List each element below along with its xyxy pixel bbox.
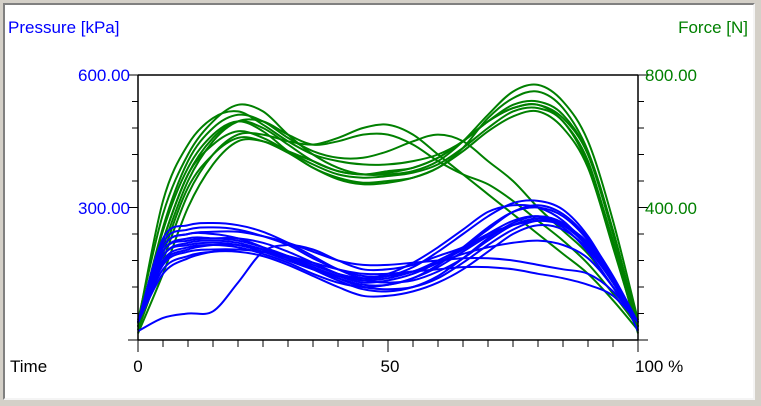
pressure-series-line: [137, 219, 639, 323]
pressure-series-line: [137, 199, 639, 323]
left-tick-label: 600.00: [78, 66, 130, 85]
force-series-line: [137, 118, 639, 328]
x-axis-title: Time: [10, 357, 47, 376]
pressure-series-line: [137, 230, 639, 323]
left-axis-title: Pressure [kPa]: [8, 18, 120, 37]
force-series-line: [137, 103, 639, 334]
pressure-series-line: [137, 206, 639, 323]
force-series-line: [137, 103, 639, 328]
chart-panel: Pressure [kPa] Force [N] 600.00 300.00 8…: [3, 3, 755, 400]
x-tick-label: 0: [133, 357, 142, 376]
force-series-line: [137, 123, 639, 331]
pressure-series-line: [137, 239, 639, 323]
right-tick-label: 800.00: [645, 66, 697, 85]
chart-canvas: Pressure [kPa] Force [N] 600.00 300.00 8…: [8, 18, 748, 376]
right-tick-label: 400.00: [645, 199, 697, 218]
pressure-series-line: [137, 248, 639, 323]
curves-layer: [137, 83, 639, 334]
x-tick-label: 50: [381, 357, 400, 376]
axis-ticks: [128, 74, 648, 352]
x-tick-label: 100 %: [635, 357, 683, 376]
left-tick-label: 300.00: [78, 199, 130, 218]
right-axis-title: Force [N]: [678, 18, 748, 37]
force-series-line: [137, 99, 639, 324]
force-series-line: [137, 83, 639, 321]
pressure-series-line: [137, 215, 639, 323]
force-series-line: [137, 90, 639, 328]
